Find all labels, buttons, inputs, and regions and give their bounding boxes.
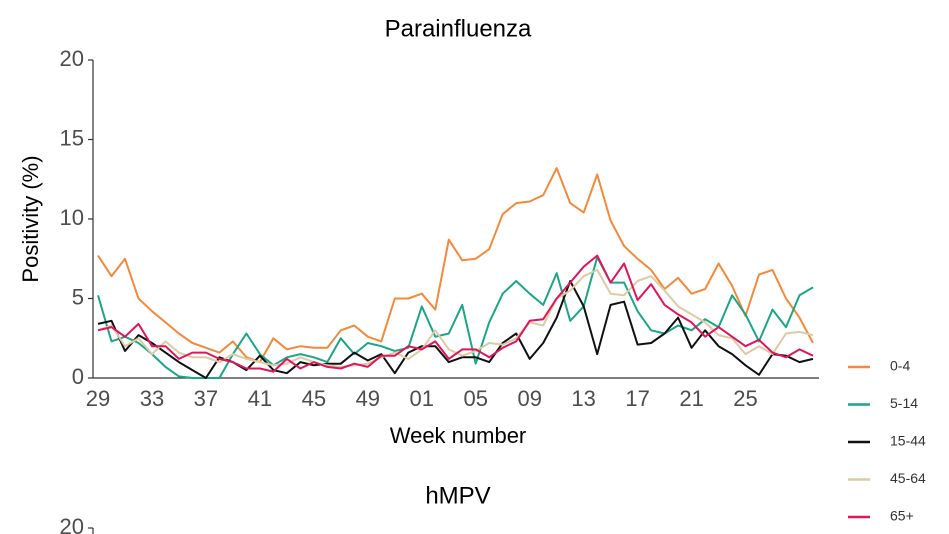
series-line <box>97 280 814 379</box>
legend-label: 0-4 <box>890 358 910 374</box>
x-tick-label: 29 <box>86 386 110 411</box>
x-axis-title: Week number <box>390 423 527 448</box>
y-tick-label: 15 <box>60 125 84 150</box>
y-tick-label: 20 <box>60 46 84 71</box>
x-tick-label: 33 <box>140 386 164 411</box>
x-tick-label: 21 <box>679 386 703 411</box>
x-tick-label: 01 <box>410 386 434 411</box>
x-tick-label: 13 <box>571 386 595 411</box>
x-tick-label: 49 <box>356 386 380 411</box>
x-tick-label: 05 <box>463 386 487 411</box>
series-line <box>97 256 814 379</box>
series-line <box>97 167 814 364</box>
legend-label: 45-64 <box>890 470 926 486</box>
legend-label: 65+ <box>890 508 914 524</box>
x-tick-label: 17 <box>625 386 649 411</box>
x-tick-label: 09 <box>517 386 541 411</box>
series-line <box>97 254 814 373</box>
chart-title: Parainfluenza <box>385 15 532 42</box>
series-line <box>97 268 814 368</box>
x-tick-label: 37 <box>194 386 218 411</box>
y-tick-label: 5 <box>72 284 84 309</box>
y-tick-label: 0 <box>72 364 84 389</box>
y-tick-label: 10 <box>60 205 84 230</box>
x-tick-label: 41 <box>248 386 272 411</box>
x-tick-label: 45 <box>302 386 326 411</box>
chart-title: hMPV <box>425 482 490 509</box>
x-tick-label: 25 <box>733 386 757 411</box>
y-axis-title: Positivity (%) <box>18 155 43 282</box>
legend-label: 5-14 <box>890 395 918 411</box>
y-tick-label: 20 <box>60 514 84 534</box>
legend-label: 15-44 <box>890 433 926 449</box>
